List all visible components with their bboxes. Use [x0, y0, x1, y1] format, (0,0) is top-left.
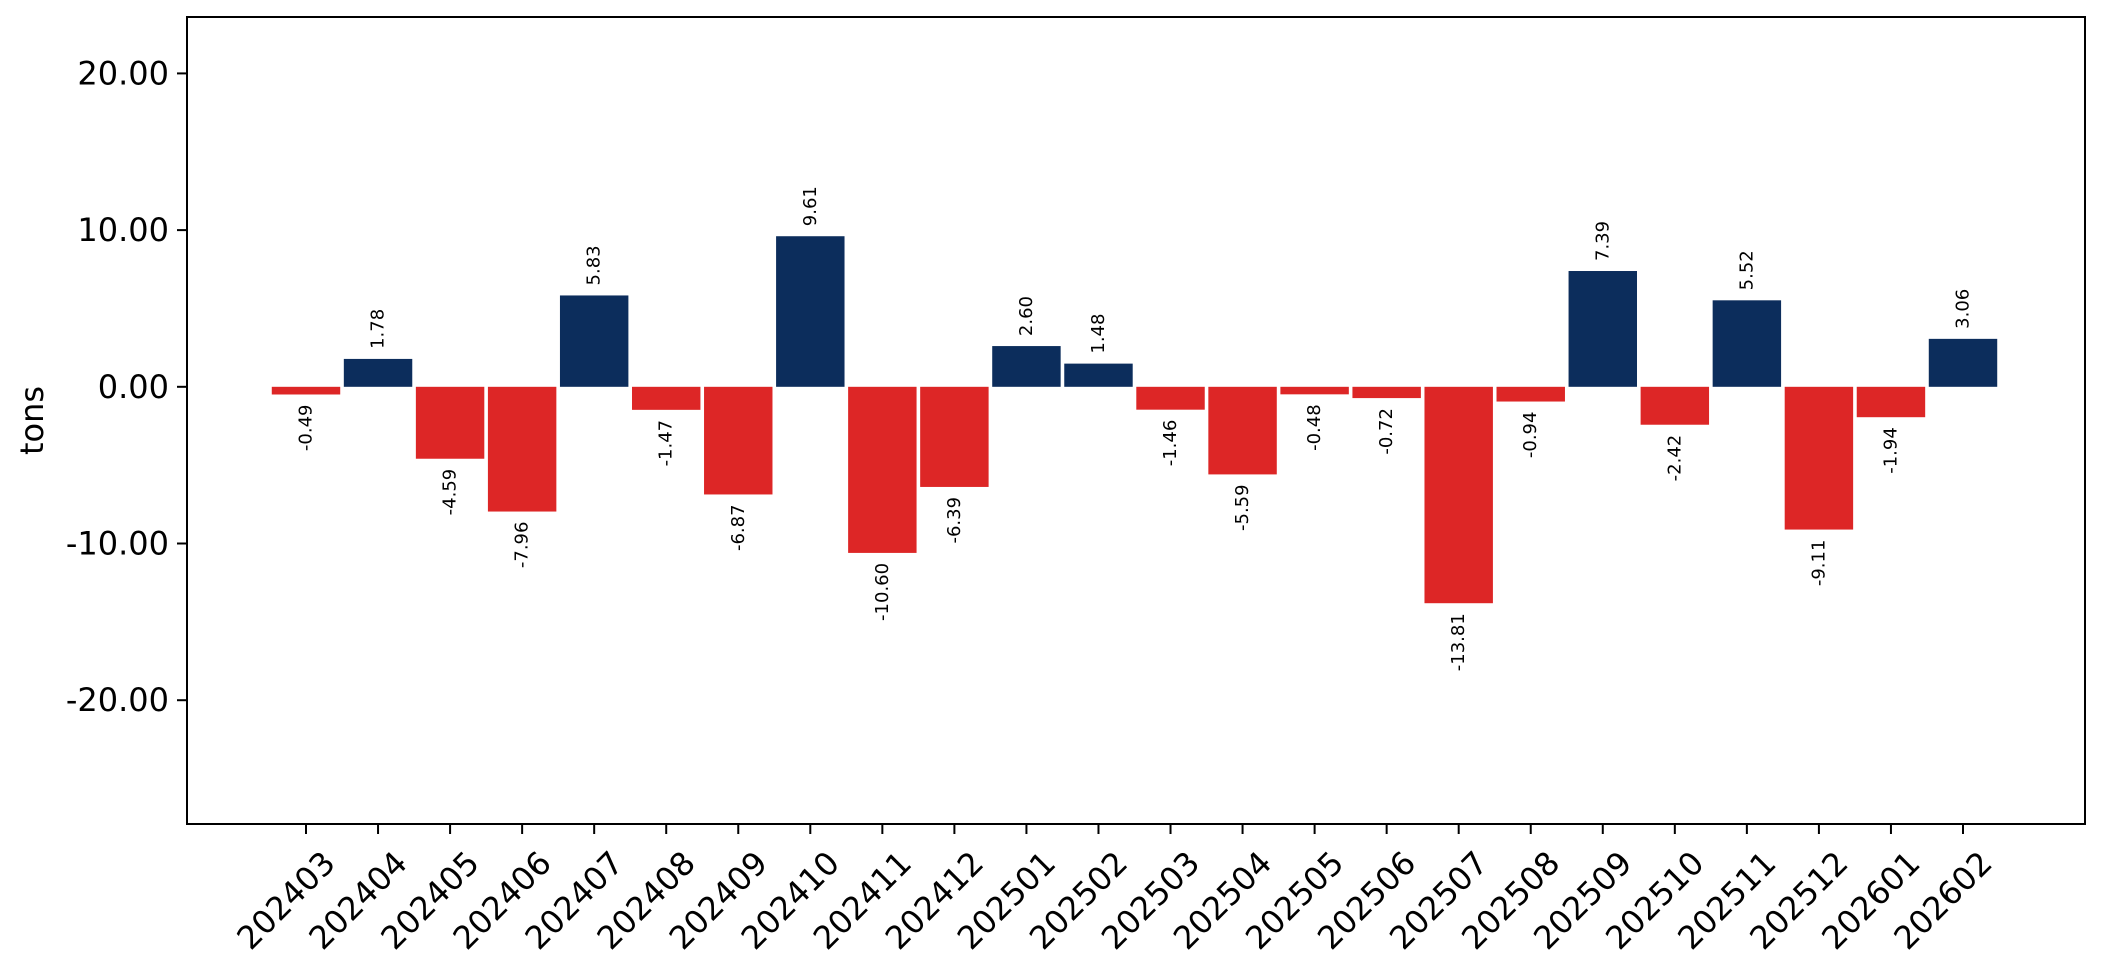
bar-202407 [559, 295, 629, 387]
bar-202406 [487, 386, 557, 512]
y-tick-label: 10.00 [77, 211, 169, 249]
data-label-202403: -0.49 [296, 404, 317, 451]
bar-202410 [776, 236, 845, 387]
data-label-202407: 5.83 [584, 245, 605, 285]
bar-202403 [271, 386, 341, 395]
y-tick-label: 20.00 [77, 54, 169, 92]
data-label-202501: 2.60 [1016, 296, 1037, 336]
data-label-202503: -1.46 [1160, 420, 1181, 467]
data-label-202512: -9.11 [1808, 540, 1829, 587]
data-label-202506: -0.72 [1376, 408, 1397, 455]
data-label-202508: -0.94 [1520, 412, 1541, 459]
bar-202411 [848, 386, 917, 553]
plot-frame [186, 16, 2086, 825]
data-label-202406: -7.96 [512, 522, 533, 569]
y-tick-label: 0.00 [98, 368, 169, 406]
bar-202505 [1280, 386, 1349, 395]
data-label-202409: -6.87 [728, 504, 749, 551]
bar-202507 [1424, 386, 1493, 604]
x-axis: 2024032024042024052024062024072024082024… [229, 824, 2000, 957]
y-axis-label: tons [13, 386, 51, 455]
data-label-202404: 1.78 [368, 309, 389, 349]
data-label-202505: -0.48 [1304, 404, 1325, 451]
bar-202502 [1064, 363, 1133, 387]
y-axis: -20.00 -10.00 0.00 10.00 20.00 [66, 54, 187, 719]
y-tick-label: -10.00 [66, 525, 169, 563]
bar-202404 [343, 358, 413, 387]
bar-202412 [920, 386, 989, 487]
bar-202405 [415, 386, 485, 459]
bar-202602 [1928, 338, 1998, 387]
data-label-202410: 9.61 [800, 186, 821, 226]
bar-202506 [1352, 386, 1421, 399]
bar-202503 [1136, 386, 1205, 410]
bar-202510 [1640, 386, 1710, 425]
bar-202508 [1496, 386, 1565, 402]
data-label-202405: -4.59 [440, 469, 461, 516]
bar-202409 [704, 386, 773, 495]
data-label-202510: -2.42 [1664, 435, 1685, 482]
bar-202501 [992, 346, 1061, 387]
data-label-202412: -6.39 [944, 497, 965, 544]
bar-202601 [1856, 386, 1926, 418]
data-label-202504: -5.59 [1232, 484, 1253, 531]
bar-202511 [1712, 300, 1782, 387]
data-label-202507: -13.81 [1448, 613, 1469, 671]
data-label-202502: 1.48 [1088, 314, 1109, 354]
data-label-202602: 3.06 [1953, 289, 1974, 329]
data-labels-group: -0.49 1.78 -4.59 -7.96 5.83 -1.47 -6.87 9.61 -10… [296, 186, 1974, 671]
bar-202509 [1568, 271, 1638, 387]
bar-202504 [1208, 386, 1277, 475]
data-label-202601: -1.94 [1880, 427, 1901, 474]
y-tick-label: -20.00 [66, 681, 169, 719]
bar-202408 [631, 386, 701, 410]
data-label-202408: -1.47 [656, 420, 677, 467]
bars-group [271, 236, 1998, 604]
data-label-202511: 5.52 [1736, 250, 1757, 290]
data-label-202411: -10.60 [872, 563, 893, 621]
data-label-202509: 7.39 [1592, 221, 1613, 261]
bar-202512 [1784, 386, 1854, 530]
